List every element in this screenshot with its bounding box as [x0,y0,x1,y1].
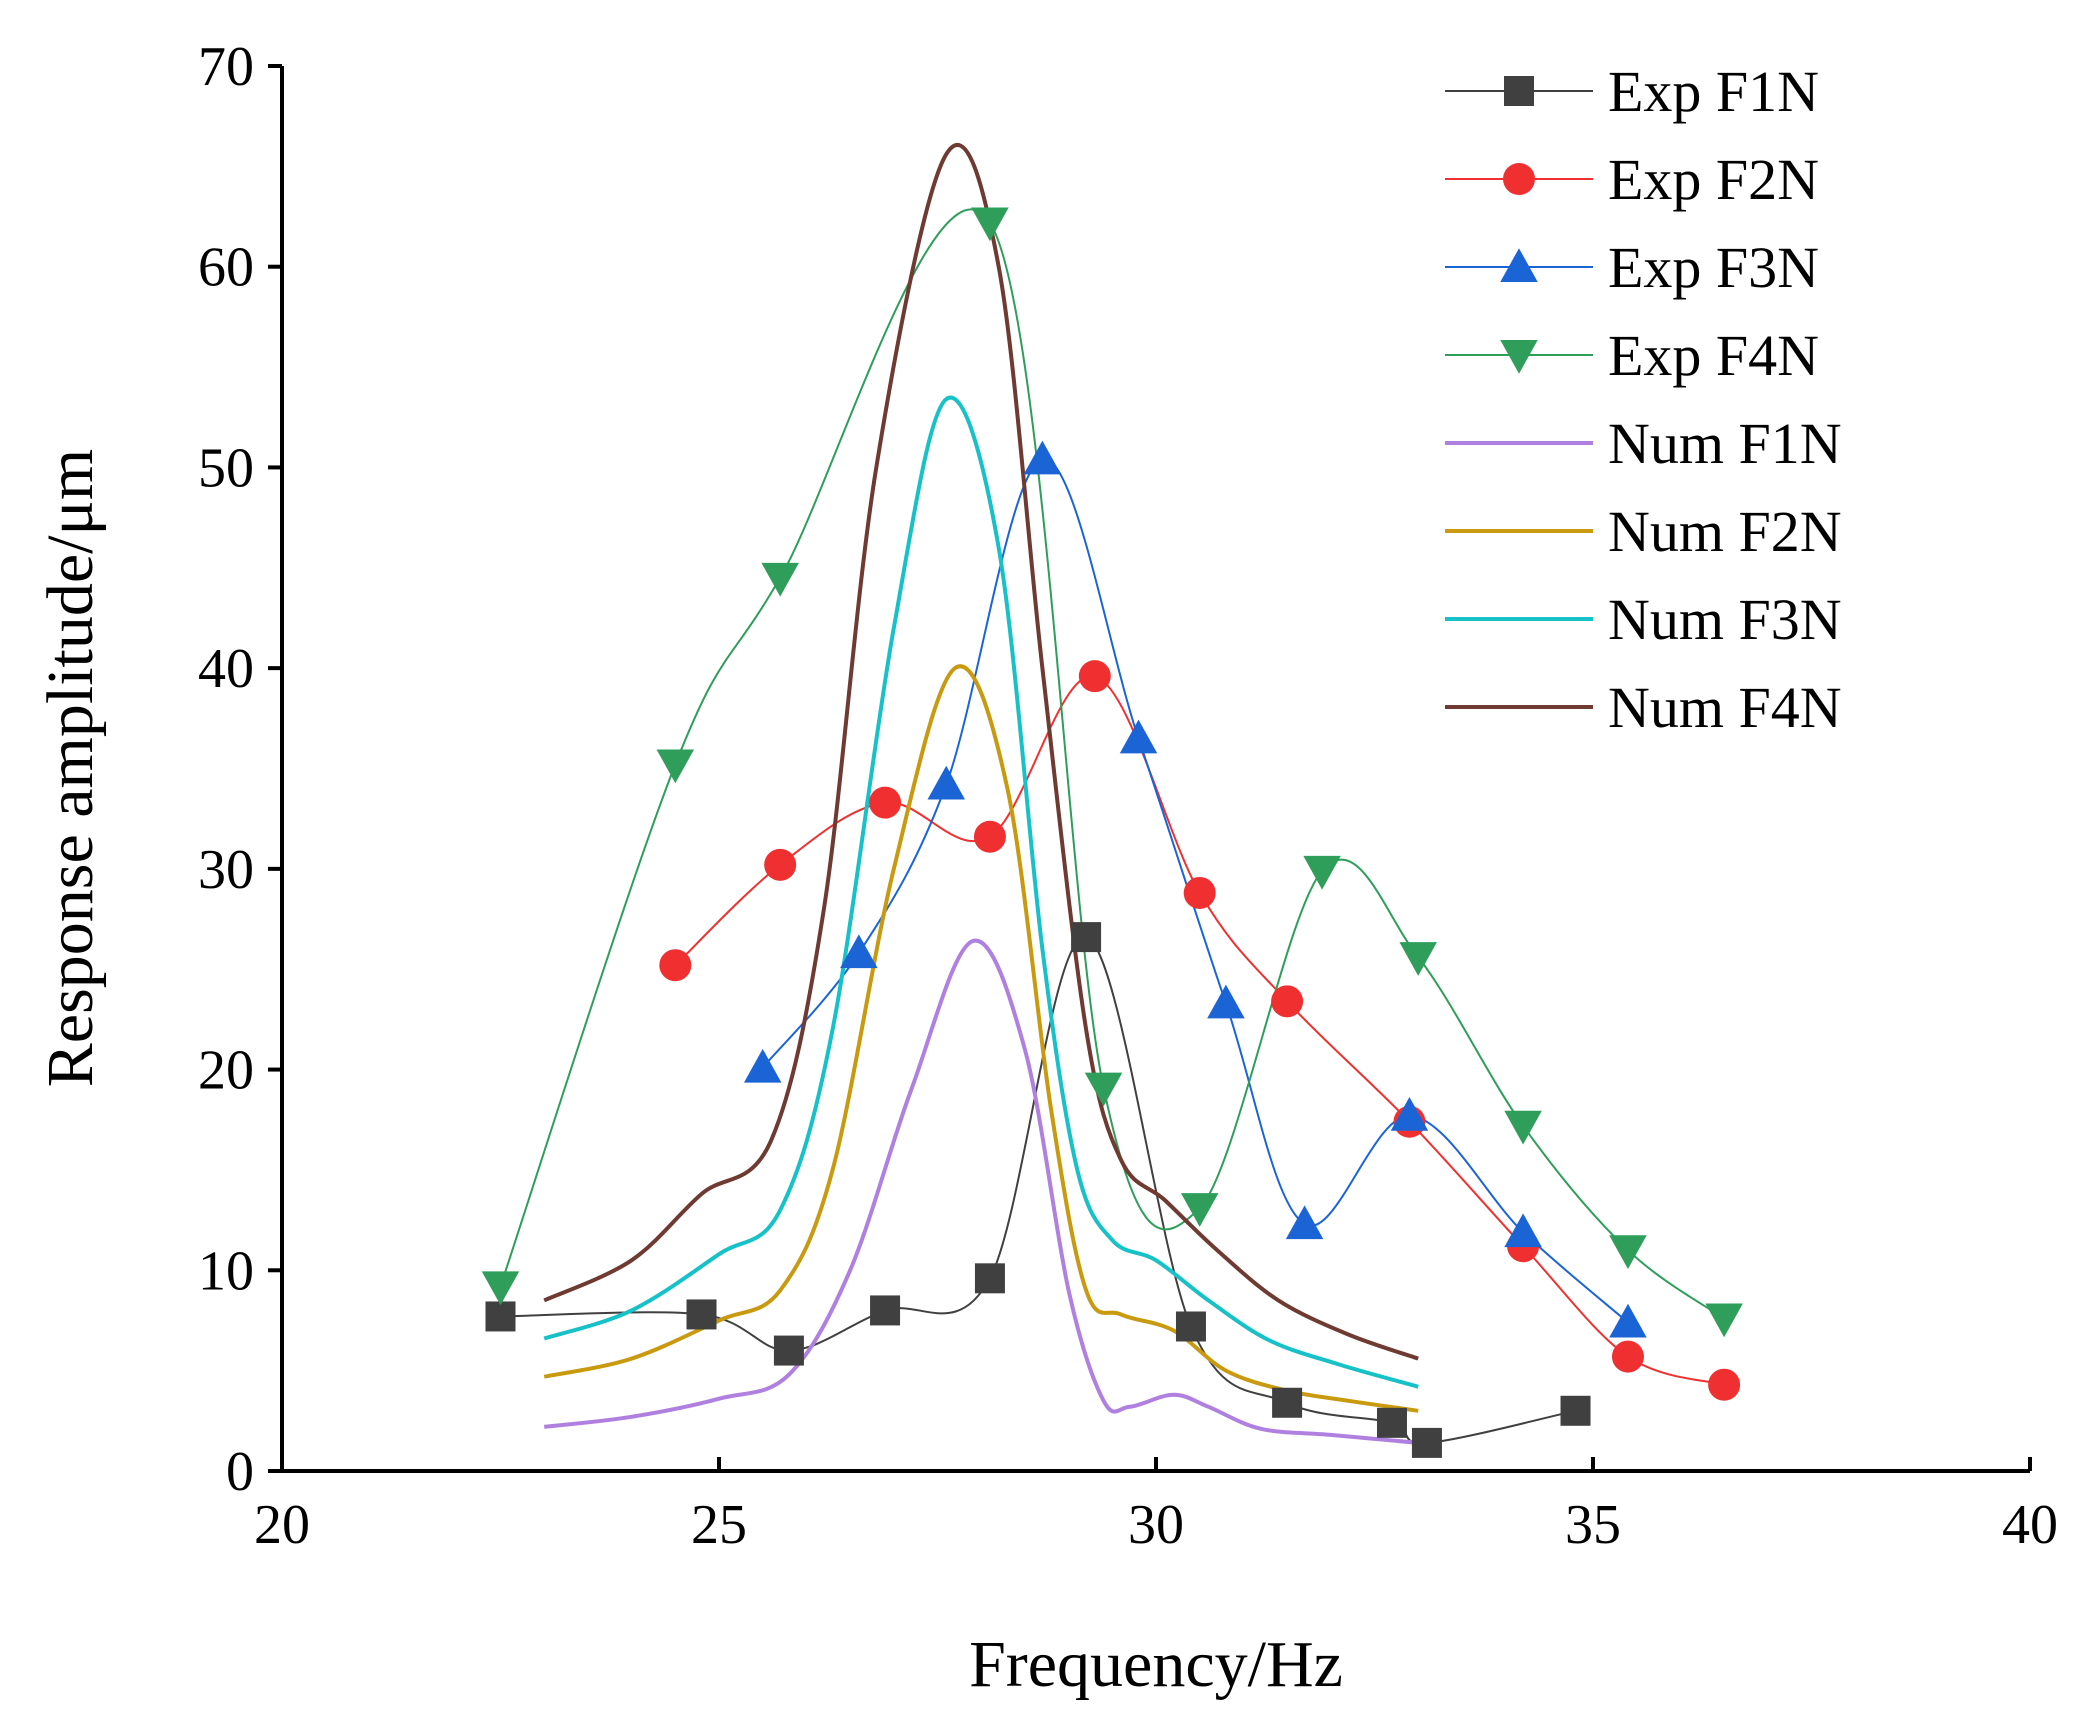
data-point-exp-f1n [870,1295,901,1326]
legend-item-exp-f4n: Exp F4N [1445,323,1819,388]
data-point-exp-f4n [971,207,1009,242]
y-tick-label: 70 [198,36,254,98]
y-tick-label: 50 [198,437,254,499]
y-tick-label: 60 [198,237,254,299]
data-point-exp-f3n [927,765,965,800]
legend-label: Exp F3N [1608,235,1819,300]
legend-label: Num F3N [1608,587,1842,652]
series-line-exp-f3n [761,458,1629,1324]
ticks: 20 25 30 35 40 0 10 20 30 40 50 60 70 [198,36,2058,1556]
x-axis-title: Frequency/Hz [969,1628,1343,1701]
data-point-exp-f2n [1708,1368,1741,1401]
legend-label: Exp F1N [1608,59,1819,124]
data-point-exp-f2n [1611,1340,1644,1373]
y-tick-label: 30 [198,839,254,901]
legend-label: Num F1N [1608,411,1842,476]
y-tick-label: 20 [198,1040,254,1102]
data-point-exp-f2n [1183,876,1216,909]
legend-item-exp-f1n: Exp F1N [1445,59,1819,124]
x-tick-label: 20 [254,1494,310,1556]
data-point-exp-f1n [1175,1311,1206,1342]
series-line-num-f1n [543,938,1419,1445]
data-point-exp-f4n [481,1271,520,1306]
y-tick-label: 40 [198,638,254,700]
x-tick-label: 40 [2002,1494,2058,1556]
data-point-exp-f3n [1285,1205,1324,1240]
data-point-exp-f3n [1609,1303,1647,1338]
legend-item-num-f1n: Num F1N [1445,411,1842,476]
series-line-num-f2n [543,664,1419,1413]
data-point-exp-f2n [1078,660,1111,693]
legend-item-num-f4n: Num F4N [1445,675,1842,740]
legend-label: Exp F4N [1608,323,1819,388]
legend-label: Exp F2N [1608,147,1819,212]
data-point-exp-f1n [1071,922,1102,953]
plot-markers [481,207,1743,1458]
data-point-exp-f3n [1504,1213,1542,1248]
data-point-exp-f1n [485,1301,516,1332]
data-point-exp-f1n [1272,1387,1303,1418]
data-point-exp-f4n [1180,1193,1219,1227]
data-point-exp-f4n [761,562,799,597]
data-point-exp-f1n [1376,1407,1407,1438]
data-point-exp-f4n [1609,1235,1647,1269]
data-point-exp-f4n [1303,855,1341,890]
data-point-exp-f3n [1390,1096,1429,1131]
x-tick-label: 25 [691,1494,747,1556]
legend-swatch-marker [1504,76,1534,106]
data-point-exp-f2n [1271,985,1304,1018]
legend-item-exp-f3n: Exp F3N [1445,235,1819,300]
data-point-exp-f1n [1560,1395,1591,1426]
legend: Exp F1N Exp F2N Exp F3N Exp F4N Num F1N Num F… [1445,59,1842,740]
series-line-num-f4n [543,143,1419,1361]
data-point-exp-f2n [764,848,797,881]
data-point-exp-f3n [743,1048,782,1083]
data-point-exp-f2n [973,820,1006,853]
data-point-exp-f3n [1023,440,1062,475]
data-point-exp-f3n [1119,719,1158,754]
x-tick-label: 30 [1128,1494,1184,1556]
legend-item-exp-f2n: Exp F2N [1445,147,1819,212]
y-axis-title: Response amplitude/μm [34,449,107,1087]
data-point-exp-f4n [1504,1110,1542,1145]
data-point-exp-f2n [869,786,902,819]
y-tick-label: 0 [226,1441,254,1503]
legend-label: Num F4N [1608,675,1842,740]
x-tick-label: 35 [1565,1494,1621,1556]
legend-item-num-f3n: Num F3N [1445,587,1842,652]
y-tick-label: 10 [198,1240,254,1302]
data-point-exp-f1n [974,1263,1005,1294]
data-point-exp-f1n [1411,1427,1442,1458]
legend-label: Num F2N [1608,499,1842,564]
legend-swatch-marker [1503,163,1535,195]
data-point-exp-f4n [1084,1072,1123,1107]
data-point-exp-f3n [840,934,878,969]
legend-item-num-f2n: Num F2N [1445,499,1842,564]
data-point-exp-f1n [686,1299,717,1330]
data-point-exp-f4n [1399,942,1437,976]
data-point-exp-f4n [656,749,695,784]
data-point-exp-f4n [1705,1303,1743,1338]
legend-swatch-marker [1500,340,1538,374]
series-line-num-f3n [543,395,1419,1389]
data-point-exp-f2n [659,949,692,982]
data-point-exp-f3n [1207,984,1245,1019]
legend-swatch-marker [1500,248,1538,282]
data-point-exp-f1n [773,1335,804,1366]
plot-lines [499,143,1725,1445]
